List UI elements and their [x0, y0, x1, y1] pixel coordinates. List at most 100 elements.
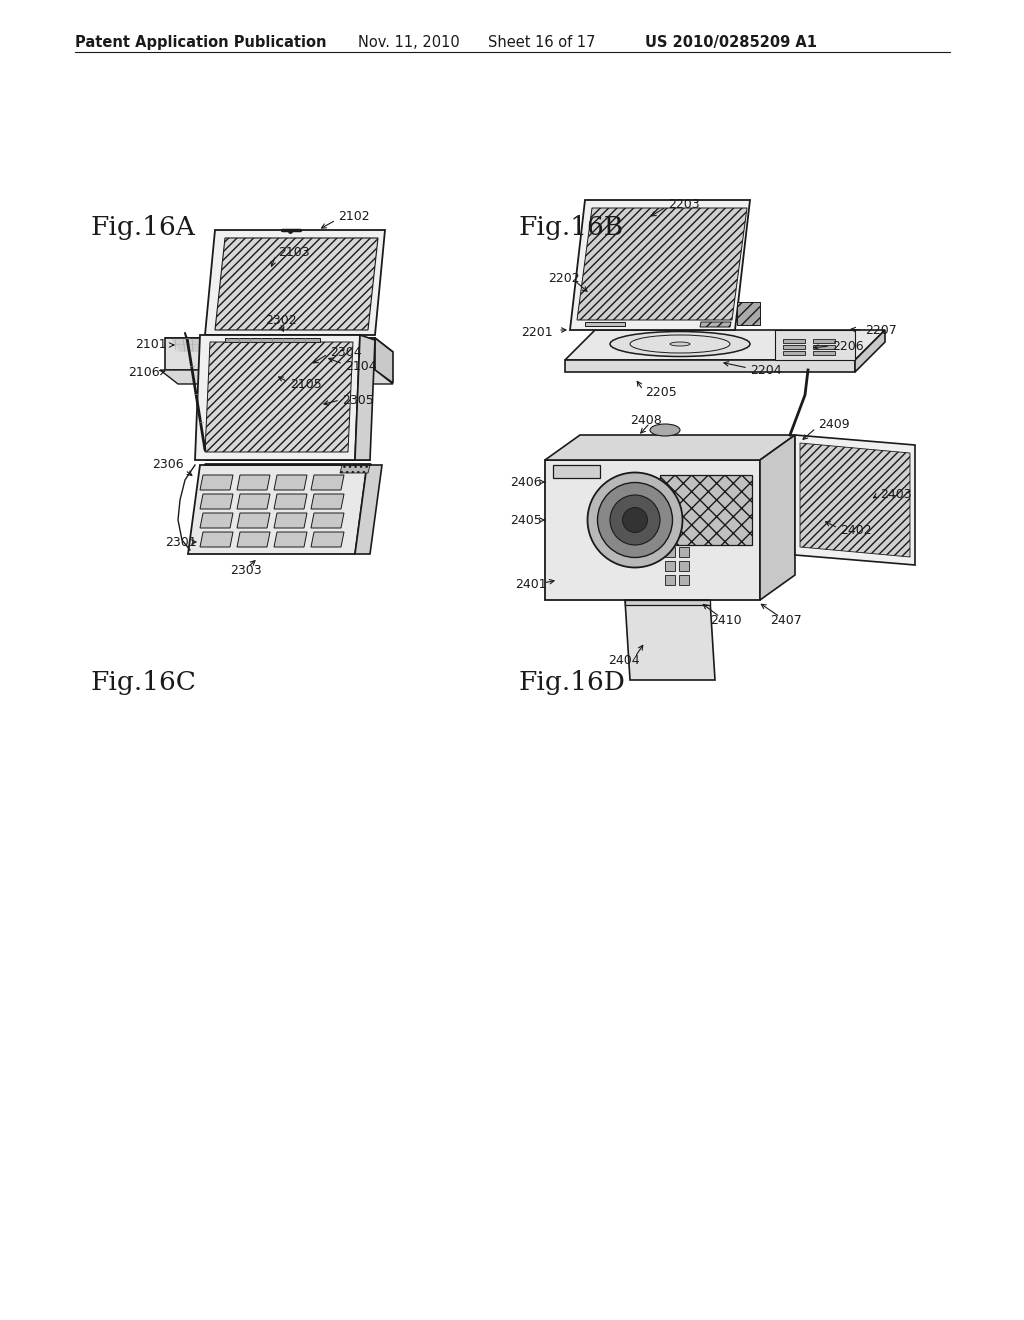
Text: 2301: 2301 — [165, 536, 197, 549]
Polygon shape — [270, 350, 300, 352]
Polygon shape — [355, 335, 375, 459]
Polygon shape — [737, 302, 760, 325]
Polygon shape — [237, 532, 270, 546]
Text: Fig.16D: Fig.16D — [518, 671, 625, 696]
Ellipse shape — [650, 424, 680, 436]
Polygon shape — [200, 532, 233, 546]
Polygon shape — [625, 601, 710, 605]
Polygon shape — [783, 345, 805, 348]
Polygon shape — [665, 546, 675, 557]
Polygon shape — [795, 436, 915, 565]
Text: Fig.16B: Fig.16B — [518, 215, 624, 240]
Polygon shape — [565, 360, 855, 372]
Text: Patent Application Publication: Patent Application Publication — [75, 36, 327, 50]
Polygon shape — [679, 546, 689, 557]
Polygon shape — [813, 345, 835, 348]
Polygon shape — [311, 475, 344, 490]
Polygon shape — [160, 370, 393, 384]
Polygon shape — [215, 238, 378, 330]
Polygon shape — [775, 330, 855, 360]
Polygon shape — [855, 330, 885, 372]
Text: US 2010/0285209 A1: US 2010/0285209 A1 — [645, 36, 817, 50]
Polygon shape — [760, 436, 795, 601]
Text: 2205: 2205 — [645, 385, 677, 399]
Polygon shape — [274, 494, 307, 510]
Polygon shape — [205, 342, 353, 451]
Polygon shape — [565, 330, 885, 360]
Polygon shape — [813, 339, 835, 343]
Polygon shape — [585, 322, 625, 326]
Text: 2203: 2203 — [668, 198, 699, 210]
Text: 2104: 2104 — [345, 359, 377, 372]
Text: 2204: 2204 — [750, 363, 781, 376]
Polygon shape — [237, 475, 270, 490]
Polygon shape — [570, 201, 750, 330]
Polygon shape — [355, 465, 382, 554]
Text: 2207: 2207 — [865, 323, 897, 337]
Text: 2302: 2302 — [265, 314, 297, 326]
Polygon shape — [195, 335, 360, 459]
Text: 2405: 2405 — [510, 513, 542, 527]
Polygon shape — [813, 351, 835, 355]
Text: 2404: 2404 — [608, 653, 640, 667]
Text: 2101: 2101 — [135, 338, 167, 351]
Text: 2106: 2106 — [128, 366, 160, 379]
Ellipse shape — [597, 483, 673, 557]
Polygon shape — [274, 513, 307, 528]
Polygon shape — [783, 339, 805, 343]
Polygon shape — [200, 475, 233, 490]
Polygon shape — [340, 465, 370, 473]
Text: Fig.16A: Fig.16A — [90, 215, 195, 240]
Text: 2304: 2304 — [330, 346, 361, 359]
Text: 2403: 2403 — [880, 488, 911, 502]
Text: 2402: 2402 — [840, 524, 871, 536]
Text: Sheet 16 of 17: Sheet 16 of 17 — [488, 36, 596, 50]
Text: 2206: 2206 — [831, 339, 863, 352]
Ellipse shape — [623, 507, 647, 532]
Ellipse shape — [610, 331, 750, 356]
Polygon shape — [237, 513, 270, 528]
Text: 2305: 2305 — [342, 393, 374, 407]
Polygon shape — [165, 338, 375, 370]
Text: 2306: 2306 — [152, 458, 183, 471]
Polygon shape — [700, 322, 731, 327]
Polygon shape — [230, 345, 301, 348]
Polygon shape — [577, 209, 746, 319]
Polygon shape — [311, 532, 344, 546]
Polygon shape — [274, 532, 307, 546]
Text: 2105: 2105 — [290, 378, 322, 391]
Polygon shape — [665, 561, 675, 572]
Polygon shape — [783, 351, 805, 355]
Ellipse shape — [670, 342, 690, 346]
Polygon shape — [311, 494, 344, 510]
Text: Fig.16C: Fig.16C — [90, 671, 196, 696]
Polygon shape — [200, 494, 233, 510]
Text: 2401: 2401 — [515, 578, 547, 591]
Polygon shape — [660, 475, 752, 545]
Polygon shape — [553, 465, 600, 478]
Polygon shape — [285, 335, 298, 338]
Polygon shape — [265, 335, 278, 338]
Polygon shape — [375, 338, 393, 383]
Polygon shape — [200, 513, 233, 528]
Polygon shape — [311, 513, 344, 528]
Text: Nov. 11, 2010: Nov. 11, 2010 — [358, 36, 460, 50]
Text: 2103: 2103 — [278, 246, 309, 259]
Text: 2303: 2303 — [230, 564, 261, 577]
Polygon shape — [800, 444, 910, 557]
Ellipse shape — [588, 473, 683, 568]
Text: 2102: 2102 — [338, 210, 370, 223]
Polygon shape — [665, 576, 675, 585]
Polygon shape — [188, 465, 367, 554]
Polygon shape — [237, 494, 270, 510]
Text: 2406: 2406 — [510, 475, 542, 488]
Polygon shape — [679, 576, 689, 585]
Text: 2201: 2201 — [521, 326, 553, 338]
Text: 2202: 2202 — [548, 272, 580, 285]
Polygon shape — [679, 561, 689, 572]
Text: 2407: 2407 — [770, 614, 802, 627]
Polygon shape — [274, 475, 307, 490]
Polygon shape — [545, 436, 795, 459]
Polygon shape — [225, 338, 319, 342]
Polygon shape — [165, 338, 393, 352]
